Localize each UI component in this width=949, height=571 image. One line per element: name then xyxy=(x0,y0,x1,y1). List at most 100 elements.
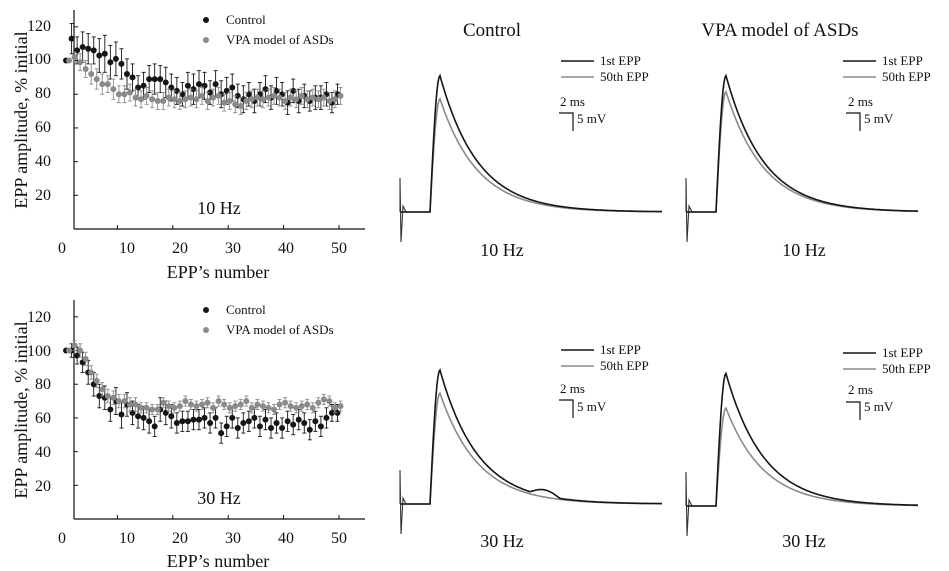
data-point xyxy=(196,416,202,423)
data-point xyxy=(115,91,122,98)
data-point xyxy=(212,81,219,88)
y-tick-label: 80 xyxy=(35,376,51,393)
x-tick-label: 50 xyxy=(331,240,347,257)
legend-label-1st: 1st EPP xyxy=(882,53,923,68)
x-axis-label: EPP’s number xyxy=(167,551,270,571)
legend: 1st EPP 50th EPP xyxy=(561,342,649,373)
data-point xyxy=(304,401,311,408)
x-tick-label: 10 xyxy=(119,240,135,257)
trace-1st-epp xyxy=(686,73,919,213)
y-axis-label: EPP amplitude, % initial xyxy=(11,31,31,208)
data-point xyxy=(210,94,217,101)
data-point xyxy=(193,96,200,103)
data-point xyxy=(248,96,255,103)
y-tick-label: 20 xyxy=(35,187,51,204)
scale-bar-lines xyxy=(846,112,861,131)
data-point xyxy=(82,355,89,362)
data-point xyxy=(315,399,322,406)
data-point xyxy=(320,396,327,403)
data-point xyxy=(328,409,335,416)
scale-bar: 2 ms 5 mV xyxy=(559,381,607,418)
data-point xyxy=(273,419,280,426)
data-point xyxy=(85,45,92,52)
scale-bar-lines xyxy=(559,399,574,418)
data-point xyxy=(93,76,100,83)
data-point xyxy=(71,54,78,61)
data-point xyxy=(184,82,191,89)
panel-title: Control xyxy=(463,20,521,41)
data-point xyxy=(99,81,106,88)
data-point xyxy=(121,91,128,98)
data-point xyxy=(229,84,236,91)
data-point xyxy=(331,96,338,103)
data-point xyxy=(234,425,241,432)
data-point xyxy=(226,97,233,104)
data-point xyxy=(165,403,172,410)
data-point xyxy=(298,92,305,99)
y-tick-label: 60 xyxy=(35,410,51,427)
data-point xyxy=(240,419,247,426)
scale-bar-time: 2 ms xyxy=(848,382,873,397)
data-point xyxy=(132,94,139,101)
data-point xyxy=(212,414,219,421)
legend-label-vpa: VPA model of ASDs xyxy=(226,32,334,47)
data-point xyxy=(149,96,156,103)
data-point xyxy=(187,94,194,101)
data-point xyxy=(237,401,244,408)
data-point xyxy=(309,94,316,101)
data-point xyxy=(201,414,208,421)
data-point xyxy=(160,399,167,406)
scale-bar-amplitude: 5 mV xyxy=(864,399,894,414)
stimulus-artifact xyxy=(399,469,407,535)
traces xyxy=(399,368,662,535)
data-point xyxy=(315,96,322,103)
data-point xyxy=(282,399,289,406)
data-point xyxy=(107,59,114,66)
scale-bar-time: 2 ms xyxy=(560,381,585,396)
data-point xyxy=(176,97,183,104)
frequency-label: 10 Hz xyxy=(197,198,241,218)
data-point xyxy=(129,74,136,81)
plot-area xyxy=(63,23,344,229)
data-point xyxy=(107,406,114,413)
data-point xyxy=(259,403,266,410)
scale-bar-time: 2 ms xyxy=(560,94,585,109)
x-axis-label: EPP’s number xyxy=(167,262,270,282)
traces xyxy=(399,73,662,243)
data-point xyxy=(162,79,169,86)
data-point xyxy=(326,398,333,405)
data-point xyxy=(88,369,95,376)
x-tick-label: 10 xyxy=(119,530,135,547)
data-point xyxy=(204,399,211,406)
data-point xyxy=(96,52,103,59)
data-point xyxy=(110,86,117,93)
scale-bar: 2 ms 5 mV xyxy=(846,94,894,131)
x-tick-label: 20 xyxy=(172,530,188,547)
trace-50th-epp xyxy=(400,391,662,505)
data-point xyxy=(104,393,111,400)
data-point xyxy=(282,97,289,104)
legend-label-vpa: VPA model of ASDs xyxy=(226,322,334,337)
data-point xyxy=(154,97,161,104)
data-point xyxy=(88,71,95,78)
data-point xyxy=(157,76,164,83)
legend-label-control: Control xyxy=(226,302,266,317)
data-point xyxy=(171,404,178,411)
frequency-label: 30 Hz xyxy=(197,488,241,508)
frequency-label: 30 Hz xyxy=(480,531,524,551)
trace-50th-epp xyxy=(400,97,662,213)
scale-bar: 2 ms 5 mV xyxy=(846,382,894,420)
data-point xyxy=(71,342,78,349)
data-point xyxy=(187,401,194,408)
data-point xyxy=(199,92,205,99)
x-tick-label: 30 xyxy=(225,530,241,547)
data-point xyxy=(182,96,189,103)
data-point xyxy=(221,99,228,106)
data-point xyxy=(223,423,230,430)
data-point xyxy=(268,425,275,432)
data-point xyxy=(204,97,211,104)
legend-marker-control xyxy=(203,17,209,23)
data-point xyxy=(293,404,300,411)
scatter-panel-30hz: 20 40 60 80 100 120 0 10 20 30 40 50 EPP… xyxy=(11,300,365,571)
panel-title: VPA model of ASDs xyxy=(701,20,858,41)
